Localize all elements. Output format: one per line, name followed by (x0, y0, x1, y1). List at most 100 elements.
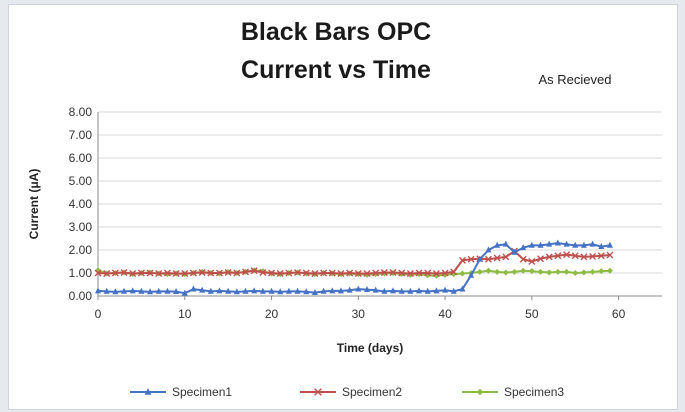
data-point (172, 269, 180, 277)
data-point (502, 253, 510, 261)
data-point (329, 287, 336, 294)
data-point (563, 240, 570, 247)
data-point (372, 286, 379, 293)
data-point (277, 288, 284, 295)
data-point (398, 287, 405, 294)
data-point (606, 251, 614, 259)
data-point (520, 267, 527, 274)
chart-annotation: As Recieved (539, 72, 612, 87)
legend-label: Specimen3 (504, 385, 564, 399)
data-point (546, 269, 553, 276)
data-point (528, 258, 536, 265)
y-tick-label: 1.00 (69, 266, 93, 280)
chart-title-line2: Current vs Time (241, 56, 431, 84)
x-tick-label: 10 (178, 307, 192, 321)
data-point (225, 287, 232, 294)
series-specimen1 (95, 239, 613, 296)
data-point (259, 287, 266, 294)
data-point (389, 269, 397, 277)
data-point (311, 269, 319, 277)
data-point (121, 287, 128, 294)
data-point (294, 269, 302, 277)
data-point (554, 239, 561, 246)
data-point (459, 285, 466, 292)
data-point (303, 288, 310, 295)
data-point (94, 269, 102, 277)
data-point (442, 286, 449, 293)
data-point (572, 270, 579, 276)
data-point (103, 269, 111, 277)
data-point (537, 255, 545, 263)
data-point (554, 268, 561, 275)
x-tick-label: 50 (525, 307, 539, 321)
y-axis-label: Current (μA) (27, 169, 41, 240)
gridlines (98, 111, 662, 274)
data-point (493, 254, 501, 262)
data-point (580, 269, 587, 276)
data-point (589, 240, 596, 247)
data-point (554, 252, 562, 260)
x-tick-label: 60 (612, 307, 626, 321)
data-point (302, 269, 310, 277)
data-point (563, 268, 570, 275)
data-point (545, 253, 553, 261)
data-point (484, 255, 492, 263)
data-point (207, 269, 215, 277)
data-point (120, 269, 128, 277)
data-point (381, 287, 388, 294)
data-point (459, 270, 466, 277)
data-point (155, 287, 162, 294)
data-point (511, 268, 518, 275)
x-axis-label: Time (days) (337, 341, 403, 355)
series-group (94, 239, 614, 296)
y-tick-label: 5.00 (69, 174, 93, 188)
data-point (571, 252, 579, 260)
data-point (485, 246, 492, 253)
data-point (407, 287, 414, 294)
legend: Specimen1 Specimen2 Specimen3 (130, 385, 564, 399)
data-point (190, 285, 197, 292)
x-tick-label: 0 (95, 307, 102, 321)
data-point (216, 287, 223, 294)
data-point (519, 255, 527, 263)
data-point (528, 268, 535, 275)
data-point (164, 287, 171, 294)
data-point (276, 269, 284, 277)
data-point (112, 288, 119, 295)
data-point (589, 252, 597, 260)
data-point (520, 244, 527, 251)
data-point (580, 241, 587, 248)
data-point (598, 268, 605, 275)
data-point (251, 287, 258, 294)
x-tick-label: 30 (352, 307, 366, 321)
data-point (363, 269, 371, 277)
data-point (259, 269, 267, 277)
data-point (468, 271, 475, 278)
data-point (129, 287, 136, 294)
data-point (181, 269, 189, 277)
legend-label: Specimen2 (342, 385, 402, 399)
y-tick-label: 8.00 (69, 105, 93, 119)
data-point (494, 241, 501, 248)
chart-title-line1: Black Bars OPC (241, 18, 431, 46)
series-line (97, 250, 610, 275)
data-point (580, 253, 588, 261)
data-point (224, 269, 232, 277)
data-point (268, 269, 276, 277)
data-point (476, 255, 483, 262)
chart-panel (8, 4, 678, 410)
data-point (606, 241, 613, 248)
y-tick-label: 3.00 (69, 220, 93, 234)
data-point (589, 268, 596, 275)
data-point (372, 269, 380, 277)
data-point (268, 287, 275, 294)
data-point (111, 269, 119, 277)
data-point (415, 269, 423, 277)
legend-swatch-marker (476, 388, 484, 396)
data-point (502, 269, 509, 276)
data-point (424, 287, 431, 294)
data-point (155, 269, 163, 277)
data-point (198, 269, 206, 277)
data-point (189, 269, 197, 277)
